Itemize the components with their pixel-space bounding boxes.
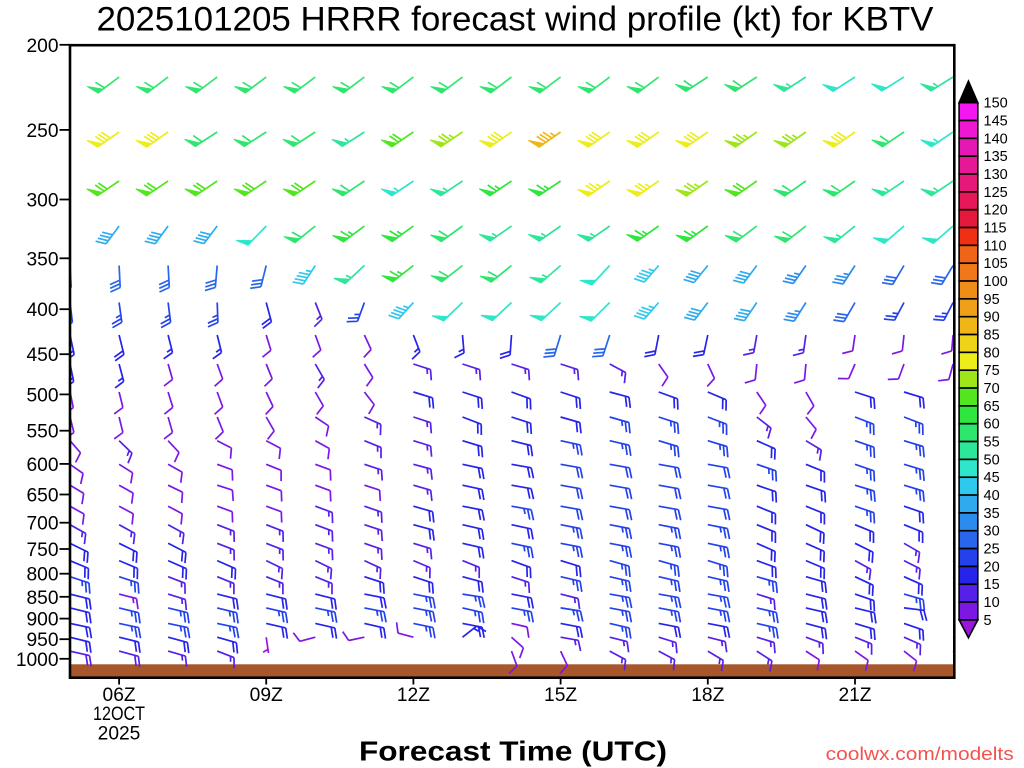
- svg-text:65: 65: [984, 399, 1000, 415]
- svg-text:09Z: 09Z: [250, 685, 283, 706]
- svg-text:20: 20: [984, 559, 1000, 575]
- svg-text:95: 95: [984, 292, 1000, 308]
- svg-text:950: 950: [26, 630, 58, 651]
- svg-text:450: 450: [26, 345, 58, 366]
- svg-text:2025101205 HRRR forecast wind: 2025101205 HRRR forecast wind profile (k…: [97, 1, 934, 39]
- svg-text:50: 50: [984, 452, 1000, 468]
- svg-text:900: 900: [26, 610, 58, 631]
- svg-text:550: 550: [26, 422, 58, 443]
- svg-text:45: 45: [984, 470, 1000, 486]
- svg-text:12Z: 12Z: [397, 685, 430, 706]
- svg-text:70: 70: [984, 381, 1000, 397]
- svg-text:Forecast Time (UTC): Forecast Time (UTC): [359, 736, 667, 767]
- svg-text:12OCT: 12OCT: [93, 704, 145, 725]
- svg-text:600: 600: [26, 455, 58, 476]
- svg-text:200: 200: [26, 36, 58, 57]
- svg-text:15Z: 15Z: [544, 685, 577, 706]
- svg-text:40: 40: [984, 488, 1000, 504]
- svg-text:60: 60: [984, 417, 1000, 433]
- svg-text:400: 400: [26, 300, 58, 321]
- svg-text:150: 150: [984, 96, 1008, 112]
- svg-text:145: 145: [984, 114, 1008, 130]
- svg-text:55: 55: [984, 435, 1000, 451]
- svg-text:06Z: 06Z: [103, 685, 136, 706]
- svg-text:135: 135: [984, 149, 1008, 165]
- svg-text:750: 750: [26, 540, 58, 561]
- svg-text:140: 140: [984, 131, 1008, 147]
- svg-text:coolwx.com/modelts: coolwx.com/modelts: [826, 744, 1014, 764]
- svg-text:120: 120: [984, 203, 1008, 219]
- svg-text:125: 125: [984, 185, 1008, 201]
- svg-text:800: 800: [26, 565, 58, 586]
- svg-text:100: 100: [984, 274, 1008, 290]
- svg-text:700: 700: [26, 514, 58, 535]
- svg-text:250: 250: [26, 121, 58, 142]
- svg-text:85: 85: [984, 328, 1000, 344]
- svg-text:105: 105: [984, 256, 1008, 272]
- svg-text:80: 80: [984, 345, 1000, 361]
- svg-text:1000: 1000: [16, 650, 59, 671]
- svg-text:115: 115: [984, 221, 1007, 237]
- svg-text:90: 90: [984, 310, 1000, 326]
- svg-text:300: 300: [26, 191, 58, 212]
- svg-text:10: 10: [984, 595, 1000, 611]
- svg-text:75: 75: [984, 363, 1000, 379]
- svg-text:35: 35: [984, 506, 1000, 522]
- svg-text:2025: 2025: [98, 723, 141, 744]
- svg-text:25: 25: [984, 542, 1000, 558]
- svg-text:5: 5: [984, 613, 992, 629]
- svg-text:15: 15: [984, 577, 1000, 593]
- svg-text:350: 350: [26, 249, 58, 270]
- svg-text:110: 110: [984, 238, 1007, 254]
- svg-text:30: 30: [984, 524, 1000, 540]
- svg-text:130: 130: [984, 167, 1008, 183]
- svg-text:18Z: 18Z: [691, 685, 724, 706]
- svg-text:650: 650: [26, 486, 58, 507]
- svg-text:500: 500: [26, 385, 58, 406]
- svg-text:850: 850: [26, 588, 58, 609]
- svg-text:21Z: 21Z: [838, 685, 871, 706]
